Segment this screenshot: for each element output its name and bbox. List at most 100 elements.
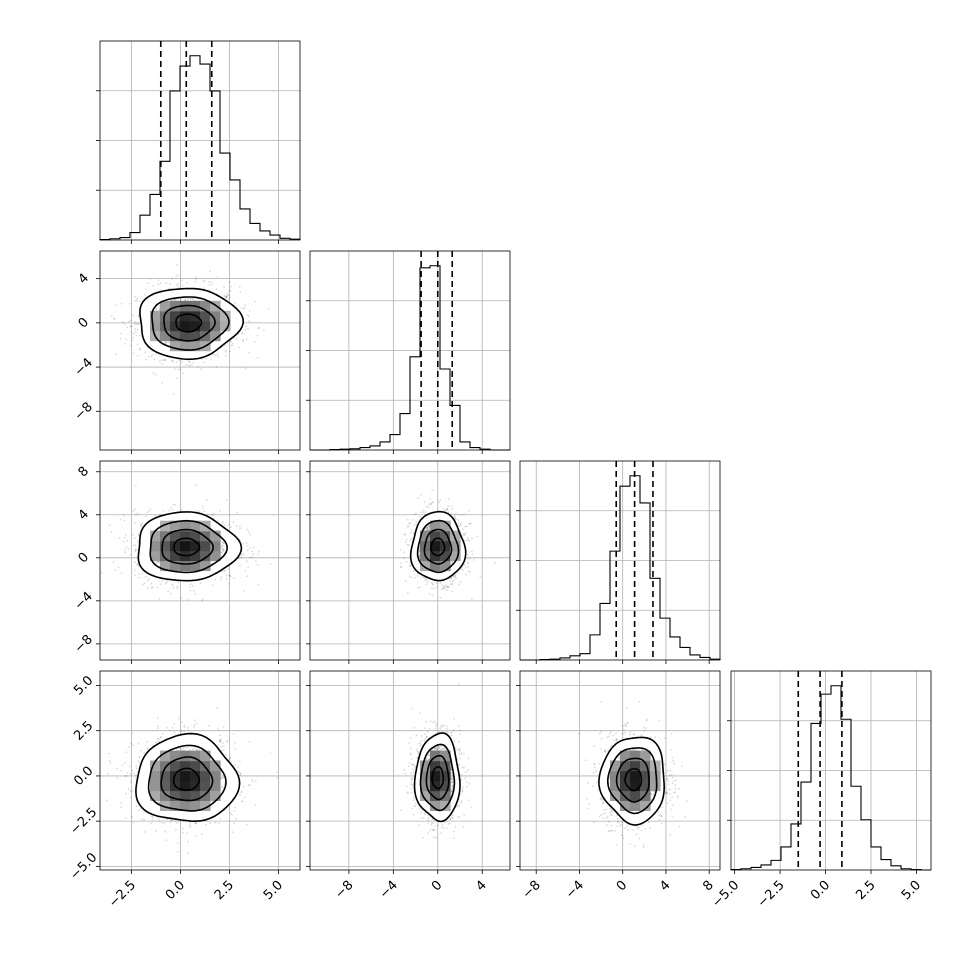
scatter-point <box>201 598 204 601</box>
scatter-point <box>420 493 423 496</box>
scatter-point <box>471 598 473 600</box>
scatter-point <box>135 513 137 516</box>
scatter-point <box>428 526 430 529</box>
histogram-2 <box>520 475 721 661</box>
scatter-point <box>184 364 187 366</box>
scatter-point <box>460 514 463 516</box>
scatter-point <box>124 775 127 778</box>
scatter-point <box>462 569 464 571</box>
scatter-point <box>406 518 409 521</box>
scatter-point <box>451 582 453 585</box>
density-block <box>180 340 191 352</box>
density-block <box>450 530 461 542</box>
scatter-point <box>254 300 256 303</box>
density-block <box>180 540 191 552</box>
scatter-point <box>140 524 143 526</box>
scatter-point <box>430 502 432 505</box>
scatter-point <box>184 298 187 301</box>
scatter-point <box>151 586 154 589</box>
scatter-point <box>172 393 175 395</box>
scatter-point <box>175 828 177 831</box>
scatter-point <box>206 499 208 502</box>
scatter-point <box>183 724 186 727</box>
scatter-point <box>400 566 402 569</box>
scatter-point <box>134 508 136 510</box>
density-block <box>440 550 451 562</box>
scatter-point <box>468 510 471 512</box>
scatter-point <box>438 501 441 504</box>
scatter-point <box>181 360 184 363</box>
scatter-point <box>134 561 137 564</box>
scatter-point <box>415 512 418 515</box>
scatter-point <box>189 364 191 367</box>
scatter-point <box>426 526 429 529</box>
scatter-point <box>179 298 182 301</box>
scatter-point <box>229 285 232 288</box>
scatter-point <box>229 289 232 292</box>
scatter-point <box>161 362 163 365</box>
scatter-point <box>194 484 197 487</box>
scatter-point <box>408 522 411 525</box>
scatter-point <box>258 550 260 553</box>
scatter-point <box>459 524 462 526</box>
scatter-point <box>182 831 185 834</box>
scatter-point <box>432 501 434 503</box>
scatter-point <box>222 545 224 547</box>
panel-frame <box>730 670 932 871</box>
scatter-point <box>406 538 408 541</box>
scatter-point <box>228 281 231 284</box>
scatter-point <box>450 505 453 508</box>
scatter-point <box>424 579 426 582</box>
scatter-point <box>494 561 496 564</box>
density-block <box>210 320 221 332</box>
density-block <box>150 320 161 332</box>
scatter-point <box>171 726 174 729</box>
scatter-point <box>183 729 186 732</box>
scatter-point <box>449 580 452 582</box>
density-block <box>210 330 221 342</box>
density-block <box>160 300 171 312</box>
scatter-point <box>192 299 195 301</box>
scatter-point <box>467 562 469 565</box>
scatter-point <box>453 515 456 517</box>
scatter-point <box>450 577 453 580</box>
scatter-point <box>433 587 436 590</box>
scatter-point <box>144 831 146 833</box>
scatter-point <box>209 822 212 824</box>
scatter-point <box>136 354 139 357</box>
density-block <box>200 330 211 342</box>
scatter-point <box>465 525 468 528</box>
scatter-point <box>211 283 214 285</box>
scatter-point <box>185 282 188 284</box>
scatter-point <box>100 572 103 574</box>
scatter-point <box>138 576 141 579</box>
scatter-point <box>244 328 247 331</box>
scatter-point <box>138 762 141 764</box>
scatter-region <box>399 489 496 600</box>
scatter-point <box>422 511 425 514</box>
scatter-point <box>228 294 230 297</box>
scatter-point <box>154 515 157 518</box>
scatter-point <box>212 353 215 356</box>
scatter-point <box>439 499 442 501</box>
scatter-point <box>407 592 409 595</box>
scatter-point <box>407 525 410 528</box>
density-block <box>210 540 221 552</box>
scatter-point <box>457 572 459 574</box>
scatter-point <box>193 748 196 750</box>
scatter-point <box>132 332 135 335</box>
scatter-point <box>443 585 446 587</box>
scatter-point <box>194 280 197 283</box>
scatter-point <box>146 512 149 514</box>
scatter-point <box>442 586 444 589</box>
scatter-point <box>198 510 201 513</box>
scatter-point <box>121 321 124 323</box>
scatter-point <box>212 514 215 517</box>
scatter-point <box>211 584 214 587</box>
scatter-point <box>447 498 450 501</box>
scatter-point <box>153 560 156 563</box>
scatter-point <box>173 368 176 370</box>
scatter-point <box>151 816 154 819</box>
scatter-point <box>118 537 121 539</box>
density-block <box>190 330 201 342</box>
